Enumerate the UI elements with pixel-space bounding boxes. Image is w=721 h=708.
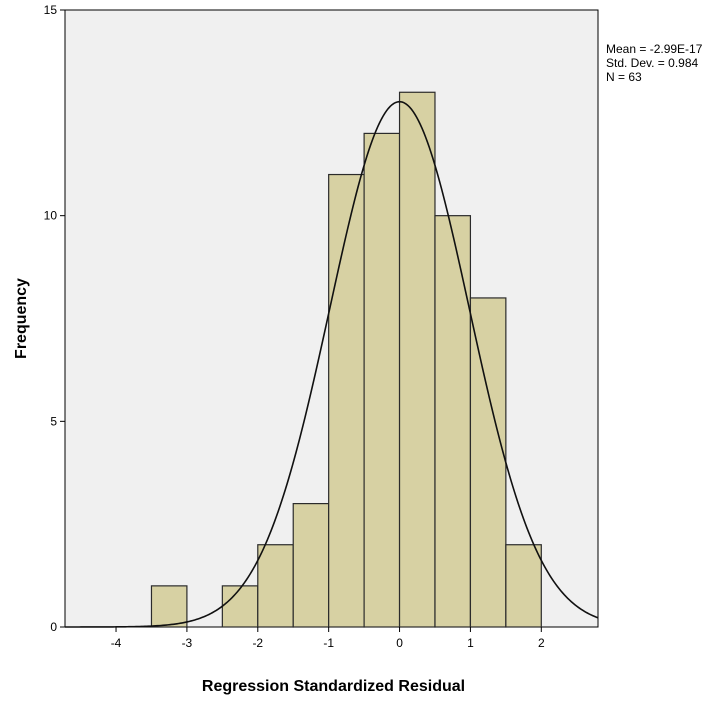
x-tick-label: -2 — [252, 636, 263, 650]
x-tick-label: -3 — [182, 636, 193, 650]
x-tick-label: 2 — [538, 636, 545, 650]
histogram-bar — [434, 215, 472, 628]
histogram-bar — [328, 173, 365, 628]
n-stat: N = 63 — [606, 70, 642, 84]
x-tick-label: -4 — [111, 636, 122, 650]
x-tick-label: 1 — [467, 636, 474, 650]
y-axis-title: Frequency — [13, 278, 30, 359]
x-axis-title: Regression Standardized Residual — [202, 678, 465, 695]
histogram-bar — [505, 544, 542, 628]
histogram-bars — [150, 91, 542, 628]
histogram-bar — [221, 585, 259, 628]
histogram-bar — [363, 132, 401, 628]
histogram-bar — [150, 585, 188, 628]
histogram-bar — [469, 297, 507, 628]
y-tick-label: 5 — [50, 414, 57, 428]
x-tick-label: 0 — [396, 636, 403, 650]
statistics-box: Mean = -2.99E-17 Std. Dev. = 0.984 N = 6… — [606, 42, 702, 84]
y-tick-label: 10 — [44, 209, 58, 223]
normal-curve — [65, 100, 599, 628]
x-tick-label: -1 — [323, 636, 334, 650]
histogram-bar — [292, 503, 330, 628]
histogram-bar — [257, 544, 294, 628]
y-tick-label: 15 — [44, 3, 58, 17]
histogram-bar — [398, 91, 436, 628]
y-tick-label: 0 — [50, 620, 57, 634]
mean-stat: Mean = -2.99E-17 — [606, 42, 703, 56]
axes: -4 -3 -2 -1 0 1 2 0 5 10 15 — [44, 3, 545, 650]
std-dev-stat: Std. Dev. = 0.984 — [606, 56, 699, 70]
